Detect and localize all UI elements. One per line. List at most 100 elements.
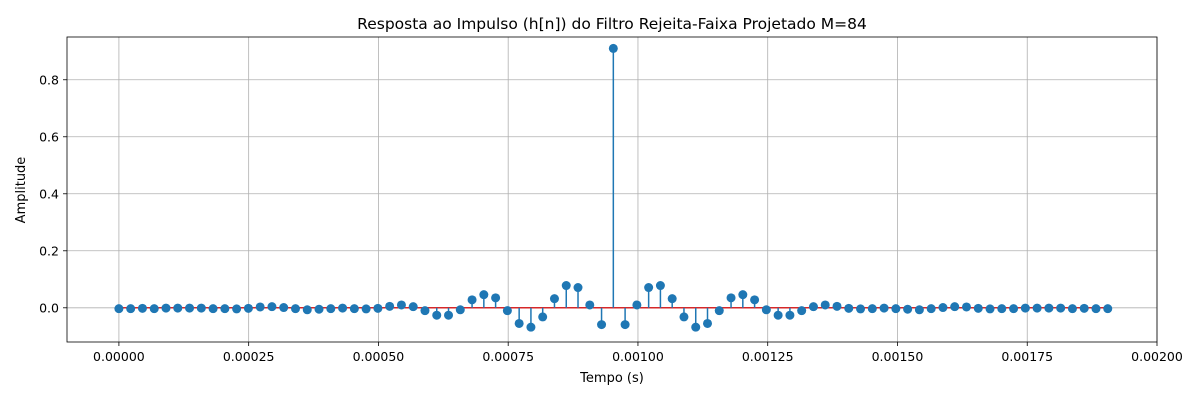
x-tick-label: 0.00200 (1131, 349, 1183, 364)
stem-marker (667, 294, 677, 304)
stem-marker (950, 302, 960, 312)
x-tick-label: 0.00150 (872, 349, 924, 364)
stem-marker (597, 320, 607, 330)
plot-background (67, 37, 1157, 342)
stem-marker (255, 302, 265, 312)
stem-marker (173, 303, 183, 313)
stem-marker (243, 303, 253, 313)
stem-marker (479, 290, 489, 300)
stem-marker (914, 305, 924, 315)
stem-marker (302, 305, 312, 315)
stem-marker (137, 303, 147, 313)
y-tick-label: 0.6 (39, 129, 59, 144)
x-ticks: 0.00000 0.00025 0.00050 0.00075 0.00100 0.001… (93, 342, 1183, 364)
stem-marker (185, 303, 195, 313)
stem-marker (502, 306, 512, 316)
stem-marker (973, 303, 983, 313)
stem-marker (314, 304, 324, 314)
stem-marker (549, 294, 559, 304)
stem-marker (608, 43, 618, 53)
x-tick-label: 0.00050 (353, 349, 405, 364)
stem-marker (832, 301, 842, 311)
stem-marker (961, 302, 971, 312)
stem-marker (491, 293, 501, 303)
stem-marker (573, 283, 583, 293)
stem-marker (349, 304, 359, 314)
stem-marker (196, 303, 206, 313)
stem-marker (338, 303, 348, 313)
x-tick-label: 0.00125 (742, 349, 794, 364)
x-tick-label: 0.00100 (612, 349, 664, 364)
stem-marker (561, 281, 571, 291)
stem-marker (820, 300, 830, 310)
stem-marker (620, 320, 630, 330)
stem-marker (420, 306, 430, 316)
stem-marker (396, 300, 406, 310)
stem-marker (326, 304, 336, 314)
stem-marker (867, 304, 877, 314)
stem-marker (738, 290, 748, 300)
stem-marker (679, 312, 689, 322)
stem-marker (220, 304, 230, 314)
stem-marker (149, 304, 159, 314)
x-tick-label: 0.00175 (1001, 349, 1053, 364)
y-tick-label: 0.4 (39, 186, 59, 201)
stem-marker (514, 318, 524, 328)
stem-marker (785, 310, 795, 320)
stem-marker (691, 322, 701, 332)
stem-marker (232, 304, 242, 314)
plot-frame (66, 36, 1158, 343)
stem-marker (1032, 303, 1042, 313)
stem-marker (455, 305, 465, 315)
y-tick-label: 0.2 (39, 243, 59, 258)
x-tick-label: 0.00025 (223, 349, 275, 364)
stem-marker (1044, 303, 1054, 313)
stem-marker (891, 304, 901, 314)
stem-marker (1056, 303, 1066, 313)
stem-marker (903, 304, 913, 314)
stem-marker (385, 301, 395, 311)
stem-marker (126, 304, 136, 314)
x-tick-label: 0.00000 (93, 349, 145, 364)
stem-marker (432, 310, 442, 320)
stem-marker (655, 281, 665, 291)
stem-marker (1009, 304, 1019, 314)
stem-marker (538, 312, 548, 322)
stem-marker (208, 304, 218, 314)
stem-marker (808, 302, 818, 312)
stem-marker (773, 310, 783, 320)
stem-marker (938, 303, 948, 313)
y-tick-label: 0.0 (39, 300, 59, 315)
chart-title: Resposta ao Impulso (h[n]) do Filtro Rej… (357, 15, 867, 33)
stem-marker (761, 305, 771, 315)
stem-marker (797, 306, 807, 316)
x-axis-label: Tempo (s) (579, 371, 644, 386)
stem-marker (1079, 303, 1089, 313)
stem-marker (632, 300, 642, 310)
stem-marker (373, 303, 383, 313)
y-ticks: 0.0 0.2 0.4 0.6 0.8 (39, 72, 67, 315)
stem-marker (1103, 304, 1113, 314)
stem-marker (444, 310, 454, 320)
y-axis-label: Amplitude (14, 157, 29, 224)
stem-marker (1067, 304, 1077, 314)
stem-marker (644, 283, 654, 293)
stem-marker (467, 295, 477, 305)
stem-marker (408, 302, 418, 312)
stem-marker (750, 295, 760, 305)
y-tick-label: 0.8 (39, 72, 59, 87)
stem-marker (114, 304, 124, 314)
stem-marker (726, 293, 736, 303)
stem-marker (161, 303, 171, 313)
stem-marker (703, 318, 713, 328)
x-tick-label: 0.00075 (482, 349, 534, 364)
stem-marker (879, 303, 889, 313)
stem-marker (267, 302, 277, 312)
stem-marker (714, 306, 724, 316)
stem-marker (1091, 304, 1101, 314)
stem-marker (926, 304, 936, 314)
stem-marker (290, 304, 300, 314)
stem-marker (1020, 303, 1030, 313)
stem-marker (526, 322, 536, 332)
